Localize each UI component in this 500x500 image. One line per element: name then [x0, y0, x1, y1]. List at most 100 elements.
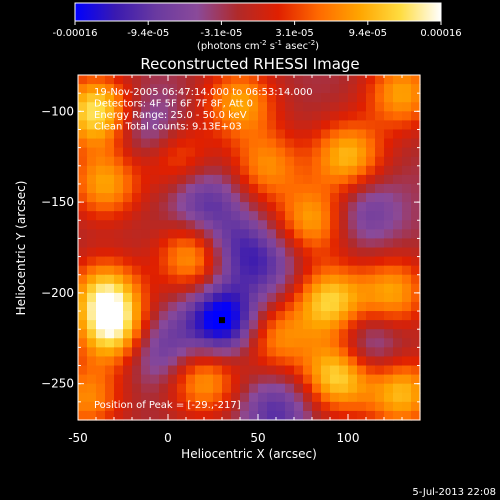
- heatmap-cell: [375, 174, 385, 185]
- heatmap-cell: [114, 211, 124, 221]
- heatmap-cell: [267, 138, 277, 149]
- heatmap-cell: [159, 238, 169, 249]
- heatmap-cell: [321, 401, 331, 412]
- heatmap-cell: [411, 156, 421, 167]
- heatmap-cell: [222, 93, 232, 103]
- heatmap-cell: [186, 147, 196, 158]
- heatmap-cell: [231, 220, 241, 230]
- heatmap-cell: [357, 329, 367, 339]
- heatmap-cell: [303, 383, 313, 394]
- heatmap-cell: [159, 392, 169, 403]
- heatmap-cell: [330, 383, 340, 394]
- heatmap-cell: [303, 84, 313, 94]
- heatmap-cell: [96, 238, 106, 249]
- heatmap-cell: [195, 220, 205, 230]
- heatmap-cell: [357, 193, 367, 203]
- heatmap-cell: [366, 84, 376, 94]
- heatmap-cell: [411, 93, 421, 103]
- heatmap-cell: [312, 147, 322, 158]
- heatmap-cell: [150, 247, 160, 258]
- heatmap-cell: [87, 120, 97, 131]
- heatmap-cell: [330, 102, 340, 112]
- heatmap-cell: [321, 265, 331, 276]
- heatmap-cell: [366, 75, 376, 85]
- heatmap-cell: [402, 292, 412, 303]
- heatmap-cell: [321, 283, 331, 294]
- heatmap-cell: [348, 410, 358, 421]
- heatmap-cell: [375, 211, 385, 221]
- heatmap-cell: [303, 75, 313, 85]
- heatmap-cell: [168, 174, 178, 185]
- heatmap-cell: [213, 193, 223, 203]
- heatmap-cell: [159, 365, 169, 376]
- heatmap-cell: [393, 383, 403, 394]
- heatmap-cell: [123, 120, 133, 131]
- heatmap-cell: [294, 410, 304, 421]
- heatmap-cell: [267, 374, 277, 385]
- heatmap-cell: [402, 338, 412, 348]
- heatmap-cell: [258, 392, 268, 403]
- heatmap-cell: [384, 401, 394, 412]
- heatmap-cell: [159, 120, 169, 131]
- heatmap-cell: [78, 247, 88, 258]
- heatmap-cell: [312, 202, 322, 212]
- heatmap-cell: [78, 202, 88, 212]
- heatmap-cell: [204, 193, 214, 203]
- heatmap-cell: [204, 311, 214, 321]
- heatmap-cell: [285, 338, 295, 348]
- heatmap-cell: [285, 238, 295, 249]
- heatmap-cell: [294, 338, 304, 348]
- heatmap-cell: [78, 256, 88, 267]
- heatmap-cell: [123, 138, 133, 149]
- heatmap-cell: [321, 111, 331, 121]
- heatmap-cell: [204, 93, 214, 103]
- heatmap-cell: [87, 111, 97, 121]
- heatmap-cell: [339, 138, 349, 149]
- heatmap-cell: [177, 365, 187, 376]
- heatmap-cell: [141, 410, 151, 421]
- heatmap-cell: [330, 311, 340, 321]
- heatmap-cell: [132, 193, 142, 203]
- heatmap-cell: [393, 256, 403, 267]
- heatmap-cell: [177, 320, 187, 330]
- heatmap-cell: [240, 320, 250, 330]
- heatmap-cell: [294, 247, 304, 258]
- heatmap-cell: [375, 156, 385, 167]
- heatmap-cell: [87, 365, 97, 376]
- heatmap-cell: [150, 147, 160, 158]
- heatmap-cell: [159, 75, 169, 85]
- heatmap-cell: [159, 93, 169, 103]
- heatmap-cell: [384, 320, 394, 330]
- heatmap-cell: [384, 410, 394, 421]
- heatmap-cell: [384, 283, 394, 294]
- heatmap-cell: [393, 84, 403, 94]
- heatmap-cell: [249, 301, 259, 312]
- heatmap-cell: [393, 111, 403, 121]
- heatmap-cell: [105, 193, 115, 203]
- heatmap-cell: [222, 138, 232, 149]
- heatmap-cell: [285, 410, 295, 421]
- heatmap-cell: [150, 283, 160, 294]
- heatmap-cell: [330, 183, 340, 194]
- heatmap-cell: [168, 183, 178, 194]
- heatmap-cell: [78, 111, 88, 121]
- heatmap-cell: [132, 165, 142, 176]
- heatmap-cell: [150, 383, 160, 394]
- heatmap-cell: [312, 174, 322, 185]
- heatmap-cell: [339, 356, 349, 367]
- heatmap-cell: [105, 147, 115, 158]
- heatmap-cell: [96, 320, 106, 330]
- heatmap-cell: [87, 410, 97, 421]
- heatmap-cell: [87, 301, 97, 312]
- heatmap-cell: [267, 329, 277, 339]
- heatmap-cell: [285, 329, 295, 339]
- heatmap-cell: [330, 347, 340, 358]
- heatmap-cell: [231, 147, 241, 158]
- heatmap-cell: [258, 147, 268, 158]
- heatmap-cell: [231, 211, 241, 221]
- heatmap-cell: [222, 102, 232, 112]
- heatmap-cell: [402, 392, 412, 403]
- heatmap-cell: [267, 311, 277, 321]
- heatmap-cell: [348, 93, 358, 103]
- heatmap-cell: [87, 292, 97, 303]
